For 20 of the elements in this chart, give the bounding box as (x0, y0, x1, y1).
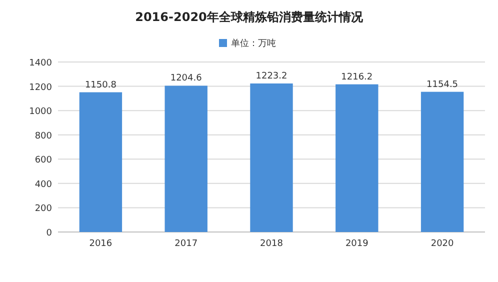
x-tick-label: 2020 (430, 239, 454, 249)
data-label: 1204.6 (170, 74, 202, 84)
y-tick-label: 200 (34, 204, 52, 214)
y-tick-label: 800 (34, 131, 52, 142)
data-label: 1216.2 (341, 72, 373, 82)
x-tick-label: 2017 (174, 239, 198, 249)
x-tick-label: 2019 (345, 239, 369, 249)
x-tick-label: 2018 (260, 239, 284, 249)
chart-title: 2016-2020年全球精炼铅消费量统计情况 (135, 10, 364, 24)
data-label: 1154.5 (426, 80, 458, 90)
data-label: 1223.2 (256, 71, 288, 82)
y-tick-label: 600 (34, 156, 52, 166)
y-tick-label: 1200 (29, 82, 52, 93)
y-tick-label: 400 (34, 180, 52, 190)
y-tick-label: 0 (46, 228, 52, 238)
legend-label: 单位：万吨 (231, 38, 276, 49)
data-label: 1150.8 (84, 80, 117, 90)
y-tick-label: 1000 (29, 107, 52, 118)
y-tick-label: 1400 (29, 58, 52, 68)
x-tick-label: 2016 (89, 239, 112, 249)
